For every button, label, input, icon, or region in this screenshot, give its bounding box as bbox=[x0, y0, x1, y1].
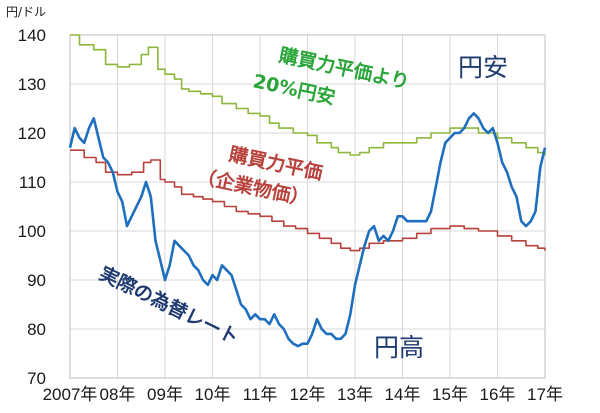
x-tick-label: 12年 bbox=[290, 385, 326, 404]
y-axis-unit: 円/ドル bbox=[6, 5, 46, 19]
x-tick-label: 11年 bbox=[243, 385, 278, 404]
y-tick-label: 100 bbox=[18, 222, 46, 241]
y-tick-label: 110 bbox=[19, 173, 46, 192]
series-line-ppp-plus20 bbox=[70, 34, 546, 156]
x-axis-ticks: 2007年 08年 09年 10年 11年 12年 13年 14年 15年 16年 17年 bbox=[43, 385, 563, 404]
series-line-ppp bbox=[70, 149, 546, 252]
x-tick-label: 16年 bbox=[480, 385, 516, 404]
x-tick-label: 15年 bbox=[432, 385, 468, 404]
y-tick-label: 80 bbox=[27, 320, 46, 339]
y-tick-label: 130 bbox=[18, 75, 46, 94]
annotation-strong-yen: 円高 bbox=[374, 333, 424, 362]
y-tick-label: 120 bbox=[18, 124, 46, 143]
x-tick-label: 17年 bbox=[527, 385, 563, 404]
series-line-actual bbox=[68, 112, 547, 348]
x-tick-label: 14年 bbox=[385, 385, 421, 404]
grid-lines bbox=[69, 34, 546, 379]
y-tick-label: 90 bbox=[27, 271, 46, 290]
y-axis-ticks: 70 80 90 100 110 120 130 140 bbox=[18, 26, 46, 388]
series-lines bbox=[68, 34, 547, 348]
x-tick-label: 10年 bbox=[195, 385, 231, 404]
x-tick-label: 09年 bbox=[147, 385, 183, 404]
y-tick-label: 70 bbox=[27, 369, 46, 388]
x-tick-label: 08年 bbox=[100, 385, 136, 404]
x-tick-label: 2007年 bbox=[43, 385, 98, 404]
x-tick-label: 13年 bbox=[337, 385, 373, 404]
plot-frame bbox=[69, 34, 546, 379]
y-tick-label: 140 bbox=[18, 26, 46, 45]
annotation-weak-yen: 円安 bbox=[458, 53, 508, 82]
